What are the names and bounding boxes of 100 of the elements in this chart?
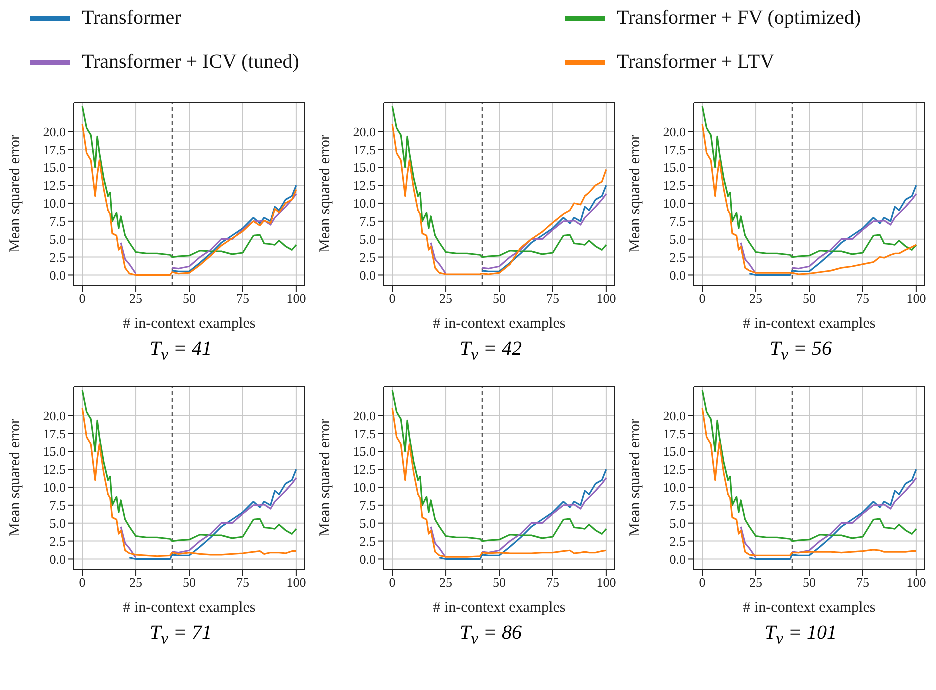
x-tick-label: 75 [546,291,560,306]
line-series [392,390,608,542]
y-tick-label: 17.5 [663,426,686,442]
y-tick-label: 2.5 [670,534,686,549]
x-tick-label: 100 [596,575,616,590]
y-tick-label: 20.0 [43,408,66,424]
x-tick-label: 50 [493,575,506,590]
text: T$_{v}$ = 71 [148,622,212,649]
y-tick-label: 10.0 [353,196,376,212]
x-tick-label: 0 [79,575,86,590]
y-tick-label: 2.5 [50,534,66,549]
y-tick-label: 12.5 [43,178,66,194]
x-tick-label: 50 [493,291,506,306]
y-tick-label: 15.0 [43,160,66,176]
y-tick-label: 2.5 [50,250,66,265]
x-tick-label: 25 [750,575,763,590]
x-axis-title: # in-context examples [433,600,566,616]
x-tick-label: 100 [286,575,306,590]
y-tick-label: 5.0 [50,516,66,531]
legend-label: Transformer + LTV [617,50,775,74]
line-series [392,124,608,276]
y-tick-label: 15.0 [663,160,686,176]
x-axis-title: # in-context examples [123,316,256,332]
y-tick-label: 12.5 [43,462,66,478]
x-tick-label: 100 [596,291,616,306]
line-series [702,124,918,276]
text: T$_{v}$ = 41 [148,338,212,365]
text: T$_{v}$ = 56 [768,338,832,365]
y-tick-label: 7.5 [50,498,66,514]
y-tick-label: 20.0 [353,408,376,424]
y-tick-label: 0.0 [50,552,66,567]
y-axis-title: Mean squared error [7,135,24,252]
y-tick-label: 12.5 [663,462,686,478]
line-series [392,408,608,558]
y-tick-label: 12.5 [353,462,376,478]
x-axis-title: # in-context examples [123,600,256,616]
line-series [82,106,298,258]
x-tick-label: 25 [440,575,453,590]
legend-label: Transformer [82,6,182,30]
text: T$_{v}$ = 86 [458,622,522,649]
x-tick-label: 75 [856,291,870,306]
y-tick-label: 20.0 [353,124,376,140]
x-tick-label: 75 [236,291,250,306]
y-axis-title: Mean squared error [627,135,644,252]
x-tick-label: 100 [906,291,926,306]
y-tick-label: 0.0 [50,268,66,283]
x-tick-label: 50 [803,575,816,590]
y-tick-label: 0.0 [360,552,376,567]
line-series [702,106,918,258]
y-tick-label: 7.5 [670,214,686,230]
y-tick-label: 20.0 [43,124,66,140]
y-tick-label: 17.5 [353,142,376,158]
x-axis-title: # in-context examples [743,600,876,616]
y-tick-label: 0.0 [360,268,376,283]
y-tick-label: 7.5 [50,214,66,230]
x-tick-label: 25 [130,291,143,306]
x-tick-label: 25 [130,575,143,590]
x-tick-label: 100 [906,575,926,590]
x-tick-label: 75 [236,575,250,590]
y-tick-label: 15.0 [663,444,686,460]
x-axis-title: # in-context examples [743,316,876,332]
x-tick-label: 50 [183,575,196,590]
x-tick-label: 0 [389,575,396,590]
y-tick-label: 10.0 [43,196,66,212]
y-tick-label: 20.0 [663,408,686,424]
y-tick-label: 15.0 [43,444,66,460]
y-tick-label: 7.5 [360,214,376,230]
line-series [82,124,298,276]
x-tick-label: 0 [699,291,706,306]
y-tick-label: 5.0 [360,232,376,247]
legend-label: Transformer + ICV (tuned) [82,50,300,74]
y-tick-label: 20.0 [663,124,686,140]
y-tick-label: 10.0 [353,480,376,496]
y-axis-title: Mean squared error [317,419,334,536]
y-axis-title: Mean squared error [627,419,644,536]
line-series [82,408,298,558]
y-tick-label: 5.0 [360,516,376,531]
line-series [392,106,608,258]
line-series [482,184,608,272]
y-tick-label: 5.0 [670,516,686,531]
text: T$_{v}$ = 42 [458,338,522,365]
x-tick-label: 50 [183,291,196,306]
y-tick-label: 7.5 [670,498,686,514]
y-tick-label: 10.0 [663,480,686,496]
x-tick-label: 75 [546,575,560,590]
x-tick-label: 0 [389,291,396,306]
y-tick-label: 17.5 [663,142,686,158]
x-tick-label: 50 [803,291,816,306]
y-axis-title: Mean squared error [7,419,24,536]
y-tick-label: 0.0 [670,552,686,567]
x-tick-label: 25 [440,291,453,306]
x-tick-label: 100 [286,291,306,306]
line-series [702,408,918,556]
y-tick-label: 17.5 [43,426,66,442]
y-tick-label: 5.0 [670,232,686,247]
y-tick-label: 12.5 [353,178,376,194]
text: T$_{v}$ = 101 [764,622,838,649]
legend-label: Transformer + FV (optimized) [617,6,862,30]
y-tick-label: 2.5 [360,250,376,265]
y-tick-label: 17.5 [43,142,66,158]
